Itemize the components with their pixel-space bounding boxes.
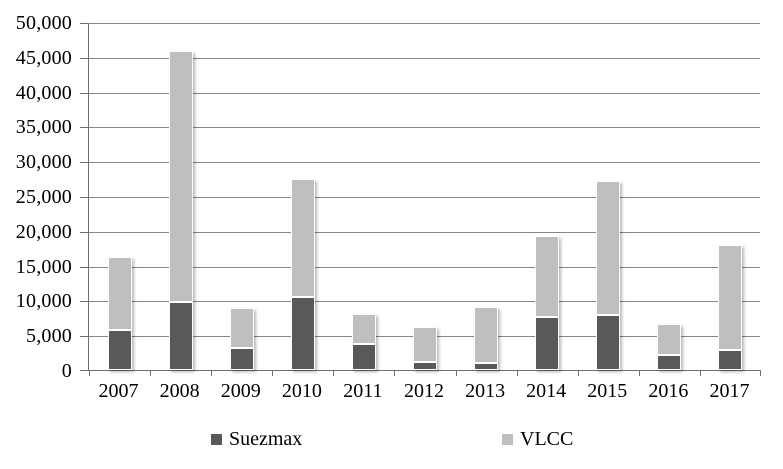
bar-2010: [290, 179, 315, 370]
bar-segment-vlcc-2012: [413, 326, 437, 363]
bar-segment-vlcc-2016: [657, 324, 682, 355]
bar-2016: [657, 324, 682, 370]
x-axis-tick-label: 2013: [465, 380, 506, 402]
x-axis-tick-label: 2009: [220, 380, 261, 402]
bar-segment-suezmax-2013: [474, 363, 499, 370]
y-axis-tick-label: 40,000: [15, 81, 72, 104]
x-axis-tick-label: 2012: [404, 380, 444, 402]
bar-segment-suezmax-2011: [351, 344, 376, 370]
y-axis-tick-label: 15,000: [15, 255, 72, 278]
gridline-40,000: [89, 92, 760, 94]
y-axis-tick-label: 45,000: [15, 46, 72, 69]
x-axis-tick-label: 2008: [159, 380, 200, 402]
bar-2008: [168, 51, 193, 370]
y-axis-tick-label: 0: [61, 360, 72, 382]
y-axis-tick: [80, 266, 89, 268]
y-axis-tick-label: 20,000: [15, 220, 72, 243]
y-axis-tick: [80, 57, 89, 59]
x-axis-tick: [272, 370, 274, 376]
x-axis-tick: [394, 370, 396, 376]
bar-segment-suezmax-2016: [657, 354, 682, 370]
legend-item-vlcc: VLCC: [502, 428, 573, 450]
x-axis-tick-label: 2011: [343, 380, 383, 402]
gridline-25,000: [89, 197, 760, 198]
y-axis-tick: [80, 92, 89, 94]
y-axis-tick: [80, 301, 89, 303]
y-axis-tick-label: 10,000: [15, 290, 72, 313]
gridline-45,000: [89, 57, 760, 59]
x-axis-tick: [333, 370, 335, 376]
x-axis-tick-label: 2007: [98, 380, 139, 402]
x-axis-tick: [699, 370, 701, 376]
y-axis-tick: [80, 197, 89, 198]
bar-segment-vlcc-2017: [718, 245, 743, 350]
bar-2012: [413, 326, 437, 370]
bar-2014: [535, 235, 560, 370]
bar-segment-suezmax-2014: [535, 317, 560, 370]
y-axis-tick-label: 35,000: [15, 116, 72, 139]
gridline-35,000: [89, 127, 760, 129]
x-axis-tick-label: 2015: [587, 380, 628, 402]
bar-segment-vlcc-2010: [290, 179, 315, 297]
legend-item-suezmax: Suezmax: [211, 428, 302, 450]
x-axis-tick: [638, 370, 640, 376]
x-axis-tick-label: 2014: [526, 380, 567, 402]
x-axis-labels: 2007 2008 2009 2010 2011 2012 2013 2014 2015 2016…: [88, 378, 760, 404]
bar-segment-vlcc-2011: [351, 313, 376, 345]
y-axis-tick-label: 50,000: [15, 12, 72, 34]
bar-segment-vlcc-2007: [107, 257, 132, 330]
bar-segment-suezmax-2017: [718, 349, 743, 370]
x-axis-tick: [455, 370, 457, 376]
legend-label-suezmax: Suezmax: [229, 427, 303, 450]
bar-segment-suezmax-2007: [107, 329, 132, 370]
bar-2013: [474, 306, 499, 370]
bar-segment-vlcc-2013: [474, 306, 499, 364]
y-axis-tick: [80, 162, 89, 164]
x-axis-tick: [577, 370, 579, 376]
legend-label-vlcc: VLCC: [520, 427, 574, 450]
y-axis-tick-label: 25,000: [15, 186, 72, 208]
bar-2009: [229, 308, 254, 370]
y-axis-tick: [80, 127, 89, 129]
bar-segment-suezmax-2015: [596, 315, 621, 370]
bar-segment-vlcc-2008: [168, 51, 193, 302]
bar-2011: [351, 313, 376, 370]
y-axis-labels: 0 5,000 10,000 15,000 20,000 25,000 30,000 35,0…: [0, 0, 76, 469]
bar-segment-suezmax-2012: [413, 362, 437, 370]
y-axis-tick: [80, 231, 89, 233]
y-axis-tick: [80, 23, 89, 24]
gridline-30,000: [89, 162, 760, 164]
bar-2015: [596, 180, 621, 370]
bar-segment-suezmax-2009: [229, 347, 254, 370]
x-axis-tick-label: 2017: [709, 380, 750, 402]
y-axis-tick-label: 30,000: [15, 151, 72, 174]
x-axis-tick: [516, 370, 518, 376]
x-axis-tick-label: 2016: [648, 380, 689, 402]
bar-2007: [107, 257, 132, 370]
legend: Suezmax VLCC: [0, 428, 783, 454]
y-axis-tick-label: 5,000: [26, 325, 72, 348]
bar-segment-suezmax-2010: [290, 296, 315, 370]
x-axis-tick: [89, 370, 90, 376]
y-axis-tick: [80, 336, 89, 338]
x-axis-tick-label: 2010: [281, 380, 322, 402]
gridline-20,000: [89, 231, 760, 233]
gridline-50,000: [89, 23, 760, 24]
legend-swatch-suezmax-icon: [211, 433, 222, 445]
bar-2017: [718, 245, 743, 370]
bar-segment-vlcc-2009: [229, 308, 254, 348]
y-axis-tick: [80, 370, 89, 371]
gridline-15,000: [89, 266, 760, 268]
plot-area: [80, 23, 761, 376]
legend-swatch-vlcc-icon: [502, 433, 513, 445]
x-axis-tick: [150, 370, 152, 376]
bar-segment-suezmax-2008: [168, 301, 193, 370]
x-axis-tick: [760, 370, 761, 376]
bar-segment-vlcc-2014: [535, 235, 560, 318]
bar-segment-vlcc-2015: [596, 180, 621, 316]
x-axis-tick: [211, 370, 213, 376]
gridline-10,000: [89, 301, 760, 303]
